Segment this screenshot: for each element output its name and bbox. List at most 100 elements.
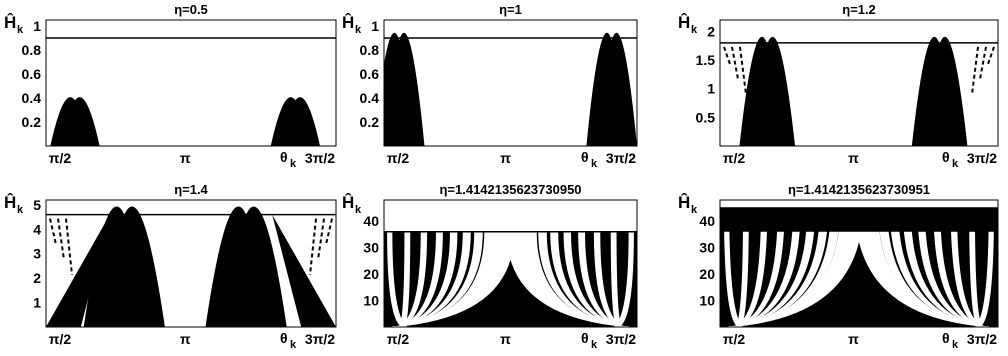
x-tick-label: 3π/2 [606,150,636,166]
lobe-2 [586,32,637,146]
x-axis-label-sub: k [952,158,959,170]
x-tick-label: 3π/2 [305,150,335,166]
wedge [272,214,336,327]
fringe-line [979,46,987,80]
white-stripe [613,231,634,327]
plot-frame [719,199,999,328]
x-tick-label: π/2 [49,331,72,347]
y-tick-label: 0.2 [360,114,380,130]
y-tick-label: 2 [707,23,715,39]
x-axis-label-sub: k [591,158,598,170]
plot-area [720,207,998,327]
white-stripe [723,207,744,327]
y-tick-label: 0.8 [22,42,42,58]
y-axis-label: Ĥ [4,13,16,32]
x-tick-label: π/2 [723,331,746,347]
y-axis-label: Ĥ [342,193,354,212]
x-axis-label-sub: k [290,339,297,351]
fringe-line [723,46,731,65]
x-axis-label: θ [280,330,288,346]
x-tick-label: 3π/2 [606,331,636,347]
white-stripe [390,231,458,327]
panel-title: η=1.2 [842,2,876,17]
y-tick-label: 40 [363,213,379,229]
plot-frame [719,19,999,147]
plot-area [384,32,637,146]
y-tick-label: 20 [363,266,379,282]
y-tick-label: 3 [33,246,41,262]
panel-title: η=1.4 [174,182,208,197]
white-stripe [395,231,428,327]
y-axis-label: Ĥ [678,13,690,32]
x-tick-label: π/2 [49,150,72,166]
lobe-2 [911,36,968,146]
y-axis-label: Ĥ [342,13,354,32]
fringe-line [971,46,979,95]
x-tick-label: π/2 [387,150,410,166]
plot-frame [383,19,638,147]
x-axis-label: θ [581,149,589,165]
panel-1: η=0.5Ĥ k0.20.40.60.81π/2 π 3π/2θ k [4,2,337,170]
y-axis-label-sub: k [355,24,362,36]
lobe-1 [384,32,425,146]
x-tick-label: 3π/2 [967,150,997,166]
y-tick-label: 0.8 [360,42,380,58]
fringe-line [317,218,325,260]
y-tick-label: 1.5 [696,52,716,68]
white-stripe [950,207,987,327]
y-axis-label-sub: k [691,24,698,36]
y-tick-label: 2 [33,270,41,286]
x-axis-label-sub: k [290,158,297,170]
fringe-line [49,218,57,245]
x-axis-label-sub: k [591,339,598,351]
fringe-line [309,218,317,276]
panel-2: η=1Ĥ k0.20.40.60.81π/2 π 3π/2θ k [342,2,638,170]
y-tick-label: 20 [699,266,715,282]
y-tick-label: 0.4 [22,90,42,106]
y-axis-label: Ĥ [4,193,16,212]
wedge [46,214,110,327]
plot-area [723,36,995,146]
fringe-line [57,218,65,260]
fringe-line [731,46,739,80]
y-tick-label: 0.4 [360,90,380,106]
x-tick-label: π [500,150,511,166]
y-axis-label-sub: k [17,24,24,36]
x-tick-label: π [500,331,511,347]
lobe-2 [270,97,321,146]
x-axis-label: θ [942,149,950,165]
y-axis-label-sub: k [17,204,24,216]
white-stripe [387,231,408,327]
y-axis-label-sub: k [691,204,698,216]
plot-area [46,206,336,327]
y-tick-label: 0.5 [696,109,716,125]
x-tick-label: π [848,331,859,347]
white-stripe [974,207,995,327]
plot-area [50,97,321,146]
x-tick-label: π [180,150,191,166]
y-tick-label: 1 [33,295,41,311]
fringe-line [65,218,73,276]
y-tick-label: 10 [699,293,715,309]
panel-title: η=1.4142135623730950 [439,182,581,197]
x-axis-label: θ [280,149,288,165]
y-tick-label: 30 [699,240,715,256]
y-tick-label: 0.6 [22,66,42,82]
white-stripe [550,231,632,327]
y-tick-label: 0.6 [360,66,380,82]
white-stripe [731,207,768,327]
white-stripe [610,231,623,327]
white-stripe [398,231,411,327]
x-axis-label-sub: k [952,339,959,351]
y-tick-label: 10 [363,293,379,309]
lobe-2 [205,206,287,327]
x-tick-label: π [180,331,191,347]
x-tick-label: π/2 [723,150,746,166]
plot-frame [45,199,337,328]
y-tick-label: 5 [33,197,41,213]
x-tick-label: π [848,150,859,166]
y-tick-label: 4 [33,221,41,237]
fringe-line [739,46,747,95]
white-stripe [393,231,443,327]
